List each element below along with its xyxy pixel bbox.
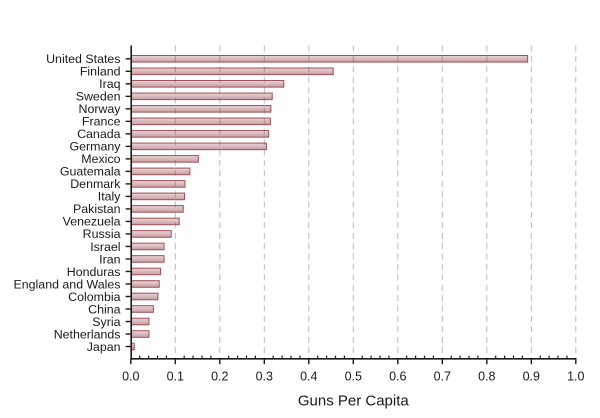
svg-text:Iran: Iran (99, 252, 120, 266)
svg-text:Venezuela: Venezuela (63, 215, 121, 229)
svg-text:0.7: 0.7 (434, 369, 451, 383)
svg-text:Finland: Finland (80, 65, 121, 79)
svg-text:0.1: 0.1 (167, 369, 184, 383)
svg-text:Netherlands: Netherlands (54, 327, 121, 341)
svg-text:Japan: Japan (87, 340, 121, 354)
svg-text:0.9: 0.9 (523, 369, 540, 383)
svg-text:Iraq: Iraq (99, 77, 120, 91)
svg-text:0.8: 0.8 (478, 369, 495, 383)
svg-text:0.5: 0.5 (345, 369, 362, 383)
svg-text:Sweden: Sweden (76, 90, 121, 104)
svg-text:Syria: Syria (92, 315, 120, 329)
svg-text:Pakistan: Pakistan (73, 202, 121, 216)
svg-text:0.6: 0.6 (389, 369, 406, 383)
svg-text:Guatemala: Guatemala (60, 165, 121, 179)
svg-text:Israel: Israel (90, 240, 120, 254)
svg-text:France: France (82, 115, 121, 129)
svg-text:0.2: 0.2 (211, 369, 228, 383)
svg-text:Guns Per Capita: Guns Per Capita (298, 393, 410, 410)
svg-text:Canada: Canada (77, 127, 121, 141)
svg-text:0.3: 0.3 (256, 369, 273, 383)
svg-text:England and Wales: England and Wales (14, 277, 121, 291)
svg-text:Russia: Russia (83, 227, 121, 241)
svg-text:0.4: 0.4 (300, 369, 317, 383)
svg-text:Denmark: Denmark (70, 177, 121, 191)
svg-text:1.0: 1.0 (567, 369, 584, 383)
svg-text:United States: United States (46, 52, 120, 66)
svg-text:China: China (88, 302, 120, 316)
svg-text:Mexico: Mexico (81, 152, 120, 166)
svg-text:Honduras: Honduras (67, 265, 121, 279)
svg-text:0.0: 0.0 (122, 369, 139, 383)
svg-text:Colombia: Colombia (68, 290, 120, 304)
svg-text:Germany: Germany (70, 140, 122, 154)
svg-text:Italy: Italy (98, 190, 122, 204)
svg-text:Norway: Norway (79, 102, 122, 116)
